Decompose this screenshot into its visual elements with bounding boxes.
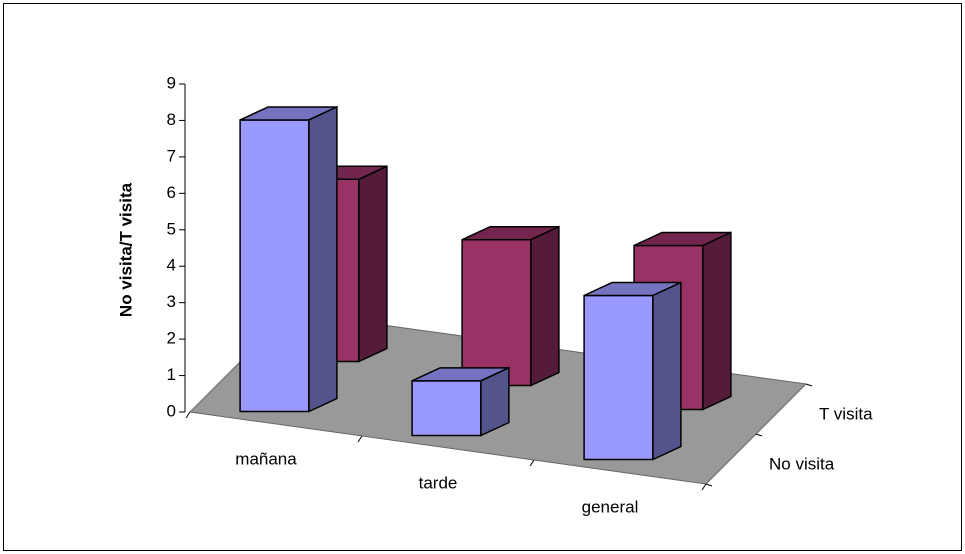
bar xyxy=(239,105,338,413)
bar xyxy=(583,281,682,461)
bar-side xyxy=(308,105,338,413)
x-tick-label: general xyxy=(582,497,639,516)
bar xyxy=(461,225,560,387)
y-axis-title: No visita/T visita xyxy=(116,182,135,317)
bar-side xyxy=(480,366,510,437)
y-tick-label: 8 xyxy=(167,110,176,129)
x-tick xyxy=(701,483,707,491)
bar xyxy=(411,366,510,437)
y-tick-label: 7 xyxy=(167,146,176,165)
depth-tick xyxy=(805,383,813,387)
y-tick-label: 2 xyxy=(167,329,176,348)
bar-side xyxy=(358,165,388,363)
x-tick xyxy=(529,459,535,467)
depth-tick xyxy=(705,483,713,487)
bar-front xyxy=(239,119,310,413)
bar-side xyxy=(702,231,732,411)
bar-side xyxy=(652,281,682,461)
y-tick-label: 6 xyxy=(167,183,176,202)
x-tick xyxy=(357,435,363,443)
bar-front xyxy=(411,380,482,437)
y-tick-label: 3 xyxy=(167,292,176,311)
y-tick-label: 5 xyxy=(167,219,176,238)
bar-front xyxy=(583,294,654,461)
y-tick-label: 9 xyxy=(167,73,176,92)
bar-front xyxy=(461,238,532,387)
series-label: No visita xyxy=(769,454,835,473)
y-tick-label: 4 xyxy=(167,256,176,275)
bar-side xyxy=(530,225,560,387)
series-label: T visita xyxy=(819,404,873,423)
y-tick-label: 1 xyxy=(167,365,176,384)
x-tick-label: tarde xyxy=(419,473,458,492)
x-tick-label: mañana xyxy=(235,449,297,468)
depth-tick xyxy=(755,433,763,437)
x-tick xyxy=(185,411,191,419)
y-tick-label: 0 xyxy=(167,401,176,420)
